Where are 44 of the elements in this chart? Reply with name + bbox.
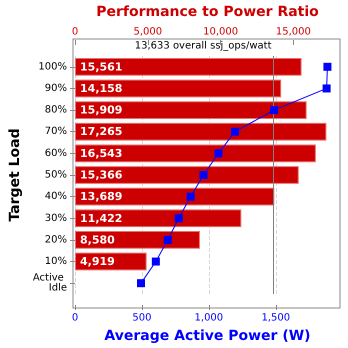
x-axis-title: Average Active Power (W) — [104, 328, 311, 344]
data-label: 15,366 — [80, 168, 123, 182]
data-label: 11,422 — [80, 212, 122, 225]
point — [164, 236, 172, 244]
x-tick-label: 0 — [72, 312, 78, 324]
data-label: 8,580 — [80, 233, 116, 246]
point — [136, 279, 145, 288]
y-tick-label: 60% — [44, 148, 68, 159]
y-axis-title: Target Load — [7, 128, 23, 222]
y-tick-label: 50% — [44, 170, 68, 180]
ref-line-label: 13,633 overall ssj_ops/watt — [134, 40, 272, 52]
data-label: 15,909 — [80, 104, 122, 117]
point — [230, 128, 239, 136]
point — [322, 84, 331, 92]
y-tick-label: 30% — [44, 212, 68, 224]
point — [152, 258, 160, 266]
data-label: 13,689 — [80, 190, 122, 204]
data-label: 14,158 — [80, 82, 122, 95]
y-tick-label: 20% — [44, 234, 68, 246]
point — [270, 106, 278, 114]
data-label: 17,265 — [80, 125, 122, 138]
point — [323, 62, 332, 71]
x2-tick-label: 15,000 — [276, 26, 311, 38]
x2-tick-label: 10,000 — [203, 26, 238, 38]
y-tick-label: 40% — [44, 191, 68, 202]
point — [199, 171, 208, 179]
y-tick-label: 10% — [44, 256, 68, 268]
point — [174, 214, 183, 222]
x2-tick-label: 0 — [72, 26, 78, 38]
x-tick-label: 500 — [132, 312, 152, 324]
y-tick-label: 90% — [44, 82, 68, 94]
x2-tick-label: 5,000 — [133, 26, 162, 38]
data-label: 15,561 — [80, 60, 122, 74]
x2-axis-title: Performance to Power Ratio — [96, 4, 320, 20]
point — [214, 149, 222, 158]
data-label: 16,543 — [80, 146, 122, 160]
y-tick-label: 70% — [44, 126, 68, 138]
data-label: 4,919 — [80, 255, 115, 268]
x-tick-label: 1,500 — [261, 312, 290, 324]
y-tick-label: Active Idle — [32, 272, 68, 294]
y-tick-label: 100% — [38, 61, 68, 72]
y-tick-label: 80% — [44, 104, 68, 116]
point — [186, 192, 195, 201]
x-tick-label: 1,000 — [194, 312, 224, 324]
